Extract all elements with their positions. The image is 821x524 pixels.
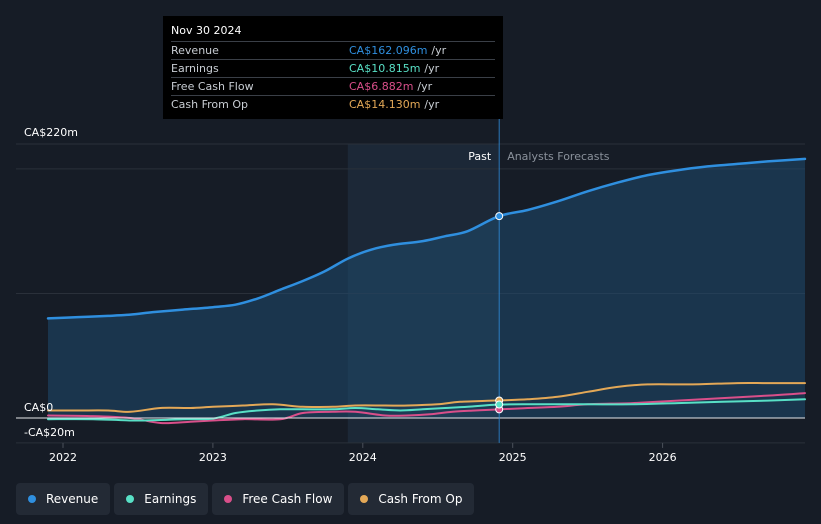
legend-dot-icon bbox=[126, 495, 135, 503]
x-tick-label: 2024 bbox=[349, 451, 377, 464]
past-label: Past bbox=[468, 150, 492, 163]
x-tick-label: 2025 bbox=[499, 451, 527, 464]
legend-item-revenue[interactable]: Revenue bbox=[16, 483, 111, 515]
fcf-line bbox=[47, 392, 806, 425]
tooltip-unit: /yr bbox=[424, 98, 440, 111]
legend-label: Cash From Op bbox=[378, 492, 463, 506]
legend-dot-icon bbox=[28, 495, 36, 503]
earnings-marker bbox=[495, 400, 504, 409]
tooltip-unit: /yr bbox=[431, 44, 447, 57]
tooltip-label: Earnings bbox=[171, 62, 219, 75]
tooltip-value: CA$14.130m bbox=[349, 98, 421, 111]
tooltip-value: CA$162.096m bbox=[349, 44, 428, 57]
tooltip-date: Nov 30 2024 bbox=[171, 24, 242, 37]
tooltip-label: Revenue bbox=[171, 44, 219, 57]
y-label-bottom: -CA$20m bbox=[24, 426, 75, 439]
y-label-top: CA$220m bbox=[24, 126, 78, 139]
tooltip-row-fcf: Free Cash Flow CA$6.882m /yr bbox=[171, 77, 495, 95]
tooltip-label: Cash From Op bbox=[171, 98, 249, 111]
legend-item-cfo[interactable]: Cash From Op bbox=[348, 483, 475, 515]
tooltip-row-cfo: Cash From Op CA$14.130m /yr bbox=[171, 95, 495, 113]
tooltip-value: CA$10.815m bbox=[349, 62, 421, 75]
earnings-line bbox=[47, 398, 806, 422]
legend-dot-icon bbox=[360, 495, 369, 503]
tooltip-unit: /yr bbox=[417, 80, 433, 93]
revenue-marker bbox=[495, 212, 504, 221]
x-tick-label: 2026 bbox=[649, 451, 677, 464]
legend-dot-icon bbox=[224, 495, 233, 503]
chart: CA$220m CA$0 -CA$20m Past Analysts Forec… bbox=[16, 16, 807, 464]
tooltip: Nov 30 2024 Revenue CA$162.096m /yr Earn… bbox=[163, 16, 503, 119]
legend-item-earnings[interactable]: Earnings bbox=[114, 483, 209, 515]
legend: Revenue Earnings Free Cash Flow Cash Fro… bbox=[16, 483, 475, 515]
legend-item-fcf[interactable]: Free Cash Flow bbox=[212, 483, 345, 515]
revenue-line bbox=[46, 157, 807, 320]
tooltip-value: CA$6.882m bbox=[349, 80, 414, 93]
x-tick-label: 2023 bbox=[199, 451, 227, 464]
tooltip-unit: /yr bbox=[424, 62, 440, 75]
tooltip-row-earnings: Earnings CA$10.815m /yr bbox=[171, 59, 495, 77]
cfo-line bbox=[47, 382, 806, 413]
tooltip-label: Free Cash Flow bbox=[171, 80, 254, 93]
legend-label: Revenue bbox=[46, 492, 99, 506]
tooltip-row-revenue: Revenue CA$162.096m /yr bbox=[171, 41, 495, 59]
revenue-area bbox=[48, 158, 805, 418]
forecast-label: Analysts Forecasts bbox=[507, 150, 610, 163]
legend-label: Free Cash Flow bbox=[242, 492, 333, 506]
y-label-zero: CA$0 bbox=[24, 401, 53, 414]
legend-label: Earnings bbox=[144, 492, 197, 506]
x-tick-label: 2022 bbox=[49, 451, 77, 464]
